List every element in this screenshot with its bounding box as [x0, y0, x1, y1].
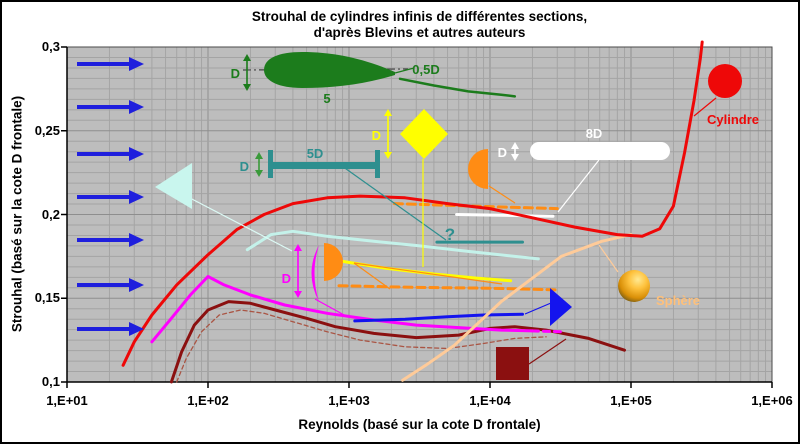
series-profil-carene: [398, 77, 517, 98]
series-triangle-bleu: [353, 312, 524, 323]
dim-arrow-losange-head-top: [384, 109, 392, 116]
x-tick-label: 1,E+06: [751, 393, 793, 408]
flow-arrow-head: [129, 190, 144, 204]
leader-demi-cylindre-haut: [488, 185, 516, 204]
label-5d: 5D: [307, 146, 324, 161]
series-carre: [169, 300, 626, 384]
flow-arrow-head: [129, 100, 144, 114]
leader-demi-cylindre-bas-b: [353, 262, 391, 290]
label-d-losange: D: [372, 128, 381, 143]
flow-arrow-head: [129, 278, 144, 292]
flow-arrow-head: [129, 322, 144, 336]
flow-arrow-head: [129, 57, 144, 71]
triangle-cyan-shape: [155, 163, 192, 209]
series-plaque-8d: [455, 213, 555, 218]
leader-cylindre: [693, 97, 717, 117]
triangle-blue-shape: [550, 288, 572, 326]
series-sphere: [401, 233, 633, 382]
series-triangle-cyan: [245, 229, 540, 261]
x-tick-label: 1,E+02: [187, 393, 229, 408]
leader-triangle-bleu: [524, 302, 552, 315]
y-tick-label: 0,25: [34, 122, 60, 138]
leader-plaque-5d: [341, 165, 447, 241]
label-question: ?: [445, 225, 455, 244]
series-cylindre: [121, 40, 704, 367]
x-tick-label: 1,E+04: [469, 393, 511, 408]
y-tick-label: 0,1: [41, 374, 60, 389]
leader-carre: [528, 338, 567, 365]
chart-title-line2: d'après Blevins et autres auteurs: [313, 25, 526, 40]
sphere-shape: [618, 270, 650, 302]
leader-sphere: [598, 244, 619, 273]
x-axis-title: Reynolds (basé sur la cote D frontale): [298, 417, 541, 432]
label-d-profil: D: [231, 66, 240, 81]
dim-arrow-demi-tuyau-head-top: [294, 244, 302, 251]
label-d-plaque: D: [240, 159, 249, 174]
dim-arrow-profil-head-top: [243, 54, 251, 61]
flow-arrow-head: [129, 233, 144, 247]
capsule-8d-shape: [530, 142, 670, 160]
y-tick-label: 0,2: [41, 206, 60, 222]
leader-demi-cylindre-bas-a: [353, 262, 503, 285]
leader-demi-tuyau: [314, 298, 347, 317]
y-tick-label: 0,15: [34, 290, 60, 306]
leader-profil: [394, 67, 415, 74]
dim-arrow-plaque-5d-head-top: [255, 152, 263, 159]
x-tick-label: 1,E+05: [610, 393, 652, 408]
y-tick-label: 0,3: [41, 39, 60, 54]
series-demi-tuyau-pointille: [530, 329, 565, 334]
series-demi-tuyau: [150, 275, 534, 344]
half-cylinder-down-shape: [324, 243, 343, 281]
dim-arrow-capsule-head-top: [511, 142, 519, 149]
dim-arrow-plaque-5d-head-bottom: [255, 170, 263, 177]
label-sphere: Sphère: [656, 293, 700, 308]
label-d-demi-tuyau: D: [282, 271, 291, 286]
dim-arrow-capsule-head-bottom: [511, 154, 519, 161]
flow-arrow-head: [129, 147, 144, 161]
leader-triangle-cyan: [187, 196, 293, 252]
streamlined-body-shape: [264, 52, 395, 88]
dim-arrow-losange-head-bottom: [384, 152, 392, 159]
label-0-5d: 0,5D: [412, 62, 439, 77]
dim-arrow-profil-head-bottom: [243, 84, 251, 91]
chart-title-line1: Strouhal de cylindres infinis de différe…: [251, 9, 588, 24]
series-carre-pointille: [176, 309, 547, 383]
leader-capsule: [557, 159, 600, 213]
label-d-capsule: D: [498, 145, 507, 160]
label-8d: 8D: [586, 126, 603, 141]
circle-cylindre-shape: [708, 64, 742, 98]
flat-plate-5d-shape: [268, 150, 380, 178]
diamond-yellow-shape: [400, 109, 448, 159]
x-tick-label: 1,E+01: [46, 393, 88, 408]
label-5: 5: [323, 91, 330, 106]
half-cylinder-up-shape: [468, 149, 488, 189]
x-tick-label: 1,E+03: [328, 393, 370, 408]
square-darkred-shape: [496, 347, 529, 380]
series-demi-cylindre-bas: [337, 284, 559, 292]
crescent-magenta-shape: [311, 245, 319, 302]
label-cylindre: Cylindre: [707, 112, 759, 127]
dim-arrow-demi-tuyau-head-bottom: [294, 291, 302, 298]
